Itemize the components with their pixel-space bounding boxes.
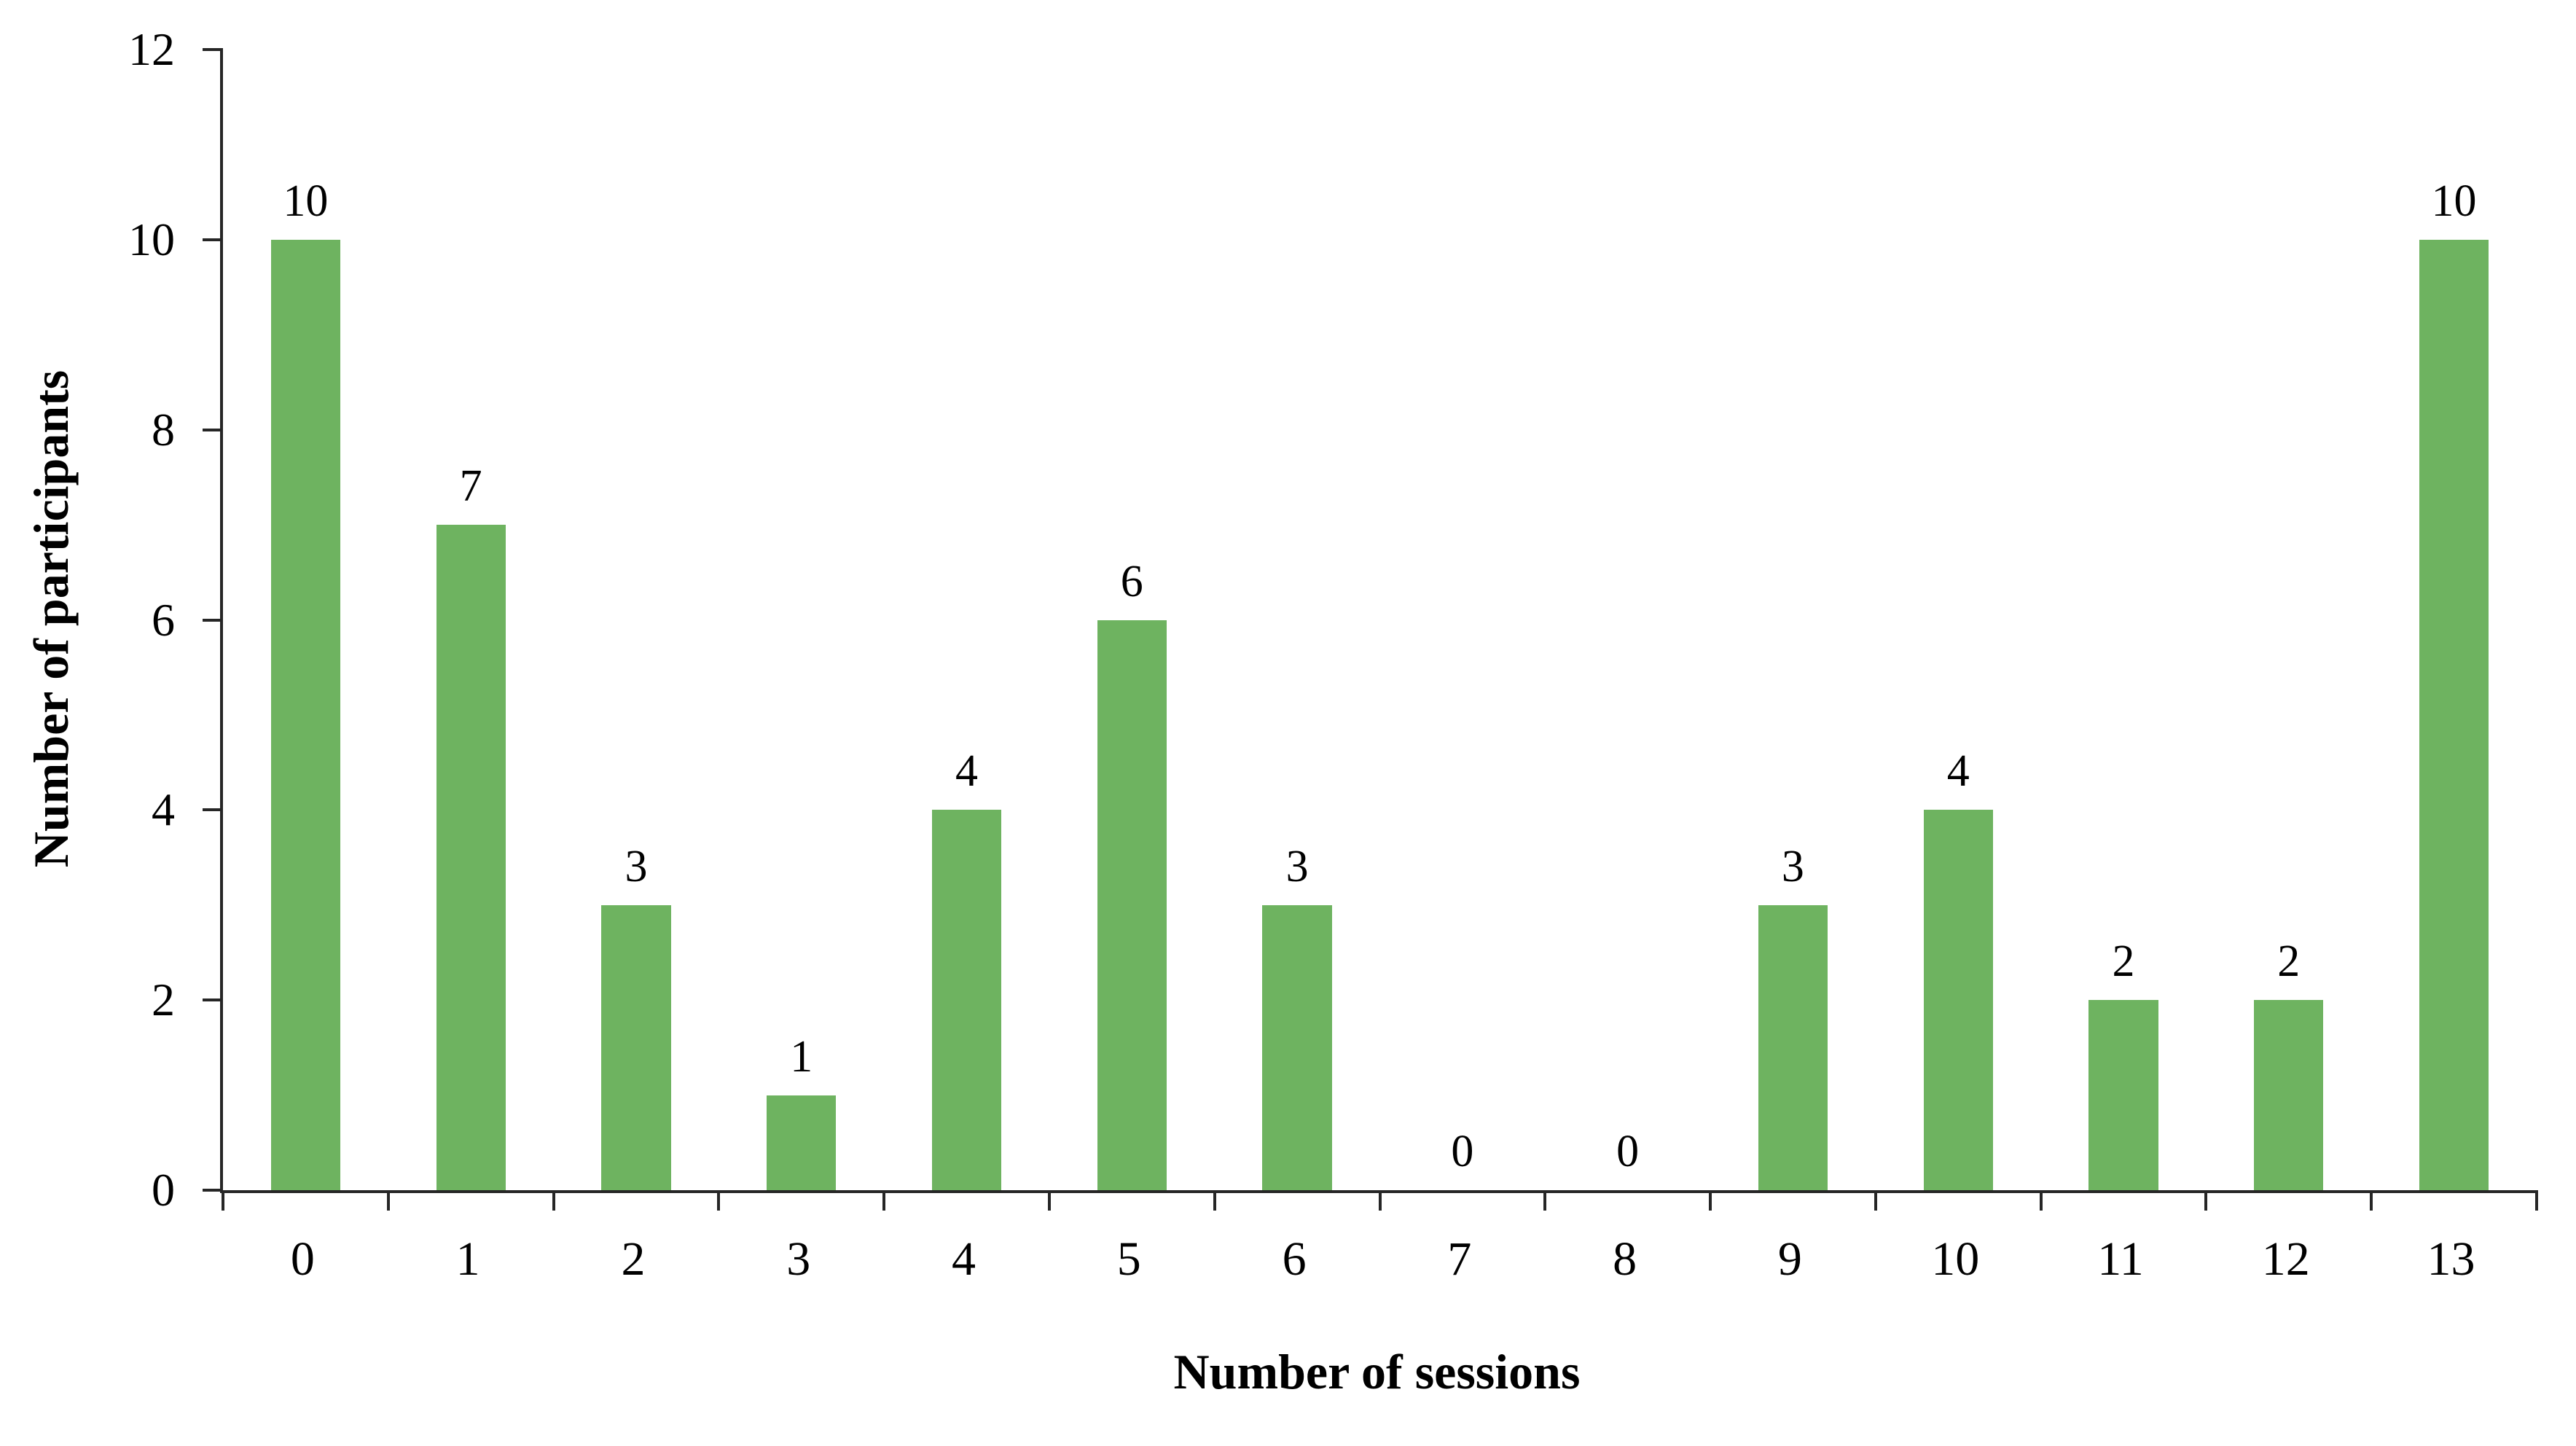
bar-value-label: 7 bbox=[459, 461, 482, 512]
bar-cell: 7 bbox=[388, 50, 554, 1190]
x-axis-tick-mark bbox=[717, 1190, 721, 1211]
bar-value-label: 4 bbox=[1946, 746, 1970, 797]
x-axis-tick-mark bbox=[1213, 1190, 1216, 1211]
x-tick-label: 5 bbox=[1116, 1232, 1141, 1286]
bar-value-label: 3 bbox=[625, 841, 648, 891]
bar-value-label: 0 bbox=[1616, 1127, 1640, 1176]
bar-cell: 6 bbox=[1049, 50, 1215, 1190]
bar-cell: 3 bbox=[1215, 50, 1380, 1190]
bar bbox=[601, 904, 671, 1190]
bar-cell: 10 bbox=[223, 50, 388, 1190]
bar bbox=[270, 239, 340, 1190]
x-tick-label: 0 bbox=[290, 1232, 315, 1286]
bar bbox=[2419, 239, 2489, 1190]
x-tick-label: 13 bbox=[2427, 1232, 2475, 1286]
x-axis-tick-mark bbox=[1709, 1190, 1712, 1211]
bar-value-label: 2 bbox=[2112, 937, 2135, 987]
bar-value-label: 2 bbox=[2277, 937, 2301, 987]
x-axis-tick-mark bbox=[2535, 1190, 2538, 1211]
bar-value-label: 10 bbox=[283, 176, 329, 226]
x-tick-label: 10 bbox=[1931, 1232, 1980, 1286]
bars-row: 10 7 3 1 4 6 3 0 0 3 4 2 2 10 bbox=[223, 50, 2537, 1190]
bar bbox=[767, 1095, 837, 1190]
x-axis-tick-mark bbox=[1543, 1190, 1547, 1211]
y-axis-tick-mark bbox=[203, 428, 223, 431]
bar-cell: 1 bbox=[719, 50, 884, 1190]
y-axis-tick-mark bbox=[203, 1189, 223, 1192]
x-axis-tick-mark bbox=[1047, 1190, 1051, 1211]
bar-cell: 0 bbox=[1379, 50, 1545, 1190]
bar bbox=[1262, 904, 1332, 1190]
y-tick-label: 8 bbox=[152, 403, 175, 456]
bar-value-label: 1 bbox=[790, 1031, 813, 1082]
x-axis-tick-mark bbox=[222, 1190, 224, 1211]
bar-value-label: 10 bbox=[2431, 176, 2477, 226]
x-tick-label: 1 bbox=[455, 1232, 480, 1286]
bar-cell: 2 bbox=[2041, 50, 2207, 1190]
bar bbox=[1097, 620, 1167, 1190]
x-tick-label: 4 bbox=[952, 1232, 976, 1286]
y-tick-label: 4 bbox=[152, 783, 175, 836]
x-tick-label: 11 bbox=[2097, 1232, 2144, 1286]
y-axis-tick-labels: 0 2 4 6 8 10 12 bbox=[0, 26, 175, 1214]
bar bbox=[931, 810, 1002, 1190]
y-tick-label: 12 bbox=[128, 23, 175, 75]
x-axis-tick-mark bbox=[1874, 1190, 1877, 1211]
x-axis-tick-mark bbox=[386, 1190, 390, 1211]
x-tick-label: 8 bbox=[1613, 1232, 1637, 1286]
bar-cell: 4 bbox=[1876, 50, 2041, 1190]
bar bbox=[2254, 1000, 2324, 1190]
y-axis-tick-mark bbox=[203, 998, 223, 1002]
x-axis-tick-mark bbox=[552, 1190, 555, 1211]
bar-cell: 4 bbox=[884, 50, 1049, 1190]
x-axis-title: Number of sessions bbox=[1173, 1344, 1581, 1399]
bar bbox=[1923, 810, 1993, 1190]
x-axis-tick-labels: 0 1 2 3 4 5 6 7 8 9 10 11 12 13 bbox=[220, 1235, 2534, 1283]
x-axis-tick-mark bbox=[882, 1190, 886, 1211]
x-tick-label: 2 bbox=[621, 1232, 646, 1286]
y-axis-tick-mark bbox=[203, 618, 223, 622]
bar-cell: 3 bbox=[1710, 50, 1876, 1190]
x-tick-label: 6 bbox=[1282, 1232, 1307, 1286]
x-axis-tick-mark bbox=[2204, 1190, 2208, 1211]
bar bbox=[2088, 1000, 2158, 1190]
bar-cell: 2 bbox=[2206, 50, 2371, 1190]
x-tick-label: 3 bbox=[786, 1232, 811, 1286]
y-tick-label: 2 bbox=[152, 974, 175, 1026]
x-tick-label: 12 bbox=[2261, 1232, 2310, 1286]
y-tick-label: 10 bbox=[128, 213, 175, 265]
bar-value-label: 4 bbox=[955, 746, 979, 797]
plot-area: 10 7 3 1 4 6 3 0 0 3 4 2 2 10 bbox=[203, 48, 2538, 1211]
y-tick-label: 0 bbox=[152, 1164, 175, 1216]
y-axis-tick-mark bbox=[203, 808, 223, 812]
bar-value-label: 3 bbox=[1285, 841, 1309, 891]
x-axis-tick-mark bbox=[1378, 1190, 1382, 1211]
bar-value-label: 3 bbox=[1781, 841, 1804, 891]
x-tick-label: 9 bbox=[1777, 1232, 1802, 1286]
x-tick-label: 7 bbox=[1447, 1232, 1472, 1286]
bar-cell: 0 bbox=[1545, 50, 1710, 1190]
x-axis-tick-mark bbox=[2039, 1190, 2043, 1211]
y-tick-label: 6 bbox=[152, 593, 175, 646]
bar-cell: 10 bbox=[2371, 50, 2537, 1190]
bar-cell: 3 bbox=[554, 50, 719, 1190]
bar-value-label: 0 bbox=[1451, 1127, 1474, 1176]
y-axis-tick-mark bbox=[203, 48, 223, 51]
bar bbox=[436, 525, 506, 1190]
bar bbox=[1758, 904, 1828, 1190]
bar-value-label: 6 bbox=[1120, 556, 1143, 606]
y-axis-tick-mark bbox=[203, 238, 223, 241]
x-axis-tick-mark bbox=[2370, 1190, 2373, 1211]
